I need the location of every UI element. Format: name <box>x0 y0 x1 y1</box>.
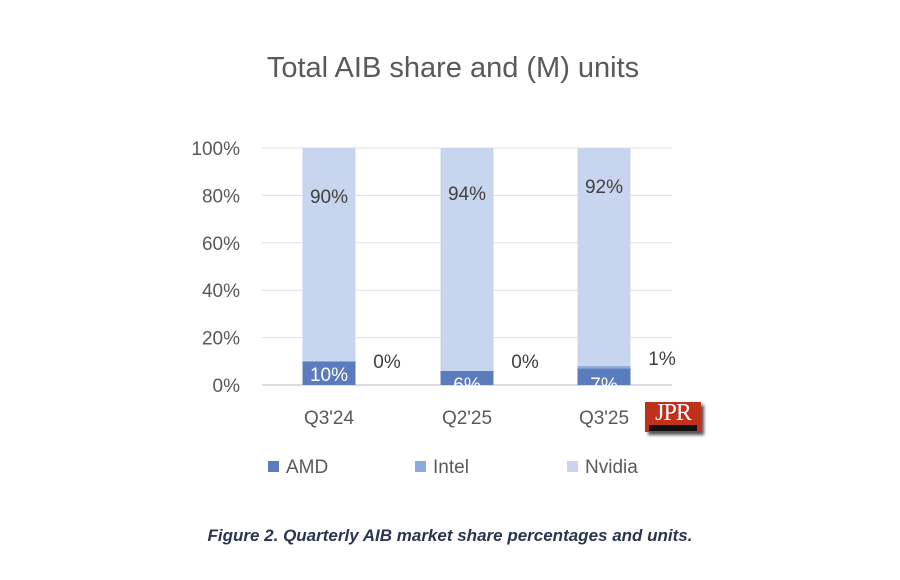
data-label-nvidia: 90% <box>310 187 348 208</box>
y-tick-label: 60% <box>202 234 240 255</box>
legend-swatch-intel <box>415 461 426 472</box>
y-tick-label: 20% <box>202 329 240 350</box>
legend-label-amd: AMD <box>286 457 328 478</box>
figure-caption: Figure 2. Quarterly AIB market share per… <box>207 526 693 545</box>
data-label-nvidia: 92% <box>585 177 623 198</box>
data-label-intel: 0% <box>373 352 401 373</box>
x-tick-label: Q3'25 <box>579 408 629 429</box>
bar-nvidia <box>302 148 356 362</box>
bar-nvidia <box>440 148 494 371</box>
bar-nvidia <box>577 148 631 367</box>
y-tick-label: 40% <box>202 281 240 302</box>
bar-amd <box>302 361 356 385</box>
chart-title: Total AIB share and (M) units <box>267 52 639 84</box>
bar-intel <box>577 366 631 369</box>
y-tick-label: 100% <box>191 139 240 160</box>
legend-swatch-nvidia <box>567 461 578 472</box>
legend-label-intel: Intel <box>433 457 469 478</box>
jpr-logo: JPR <box>645 400 701 432</box>
stacked-bar-chart: Total AIB share and (M) units 0% 20% 40% 60… <box>191 52 676 478</box>
x-tick-label: Q3'24 <box>304 408 355 429</box>
data-label-amd: 6% <box>453 375 481 396</box>
legend-swatch-amd <box>268 461 279 472</box>
y-tick-label: 80% <box>202 186 240 207</box>
bar-amd <box>577 368 631 385</box>
data-label-amd: 10% <box>310 365 348 386</box>
bar-amd <box>440 370 494 385</box>
data-label-intel: 0% <box>511 352 539 373</box>
legend-label-nvidia: Nvidia <box>585 457 638 478</box>
data-label-amd: 7% <box>590 375 618 396</box>
x-tick-label: Q2'25 <box>442 408 492 429</box>
data-label-intel: 1% <box>648 349 676 370</box>
data-label-nvidia: 94% <box>448 184 486 205</box>
y-tick-label: 0% <box>213 376 241 397</box>
